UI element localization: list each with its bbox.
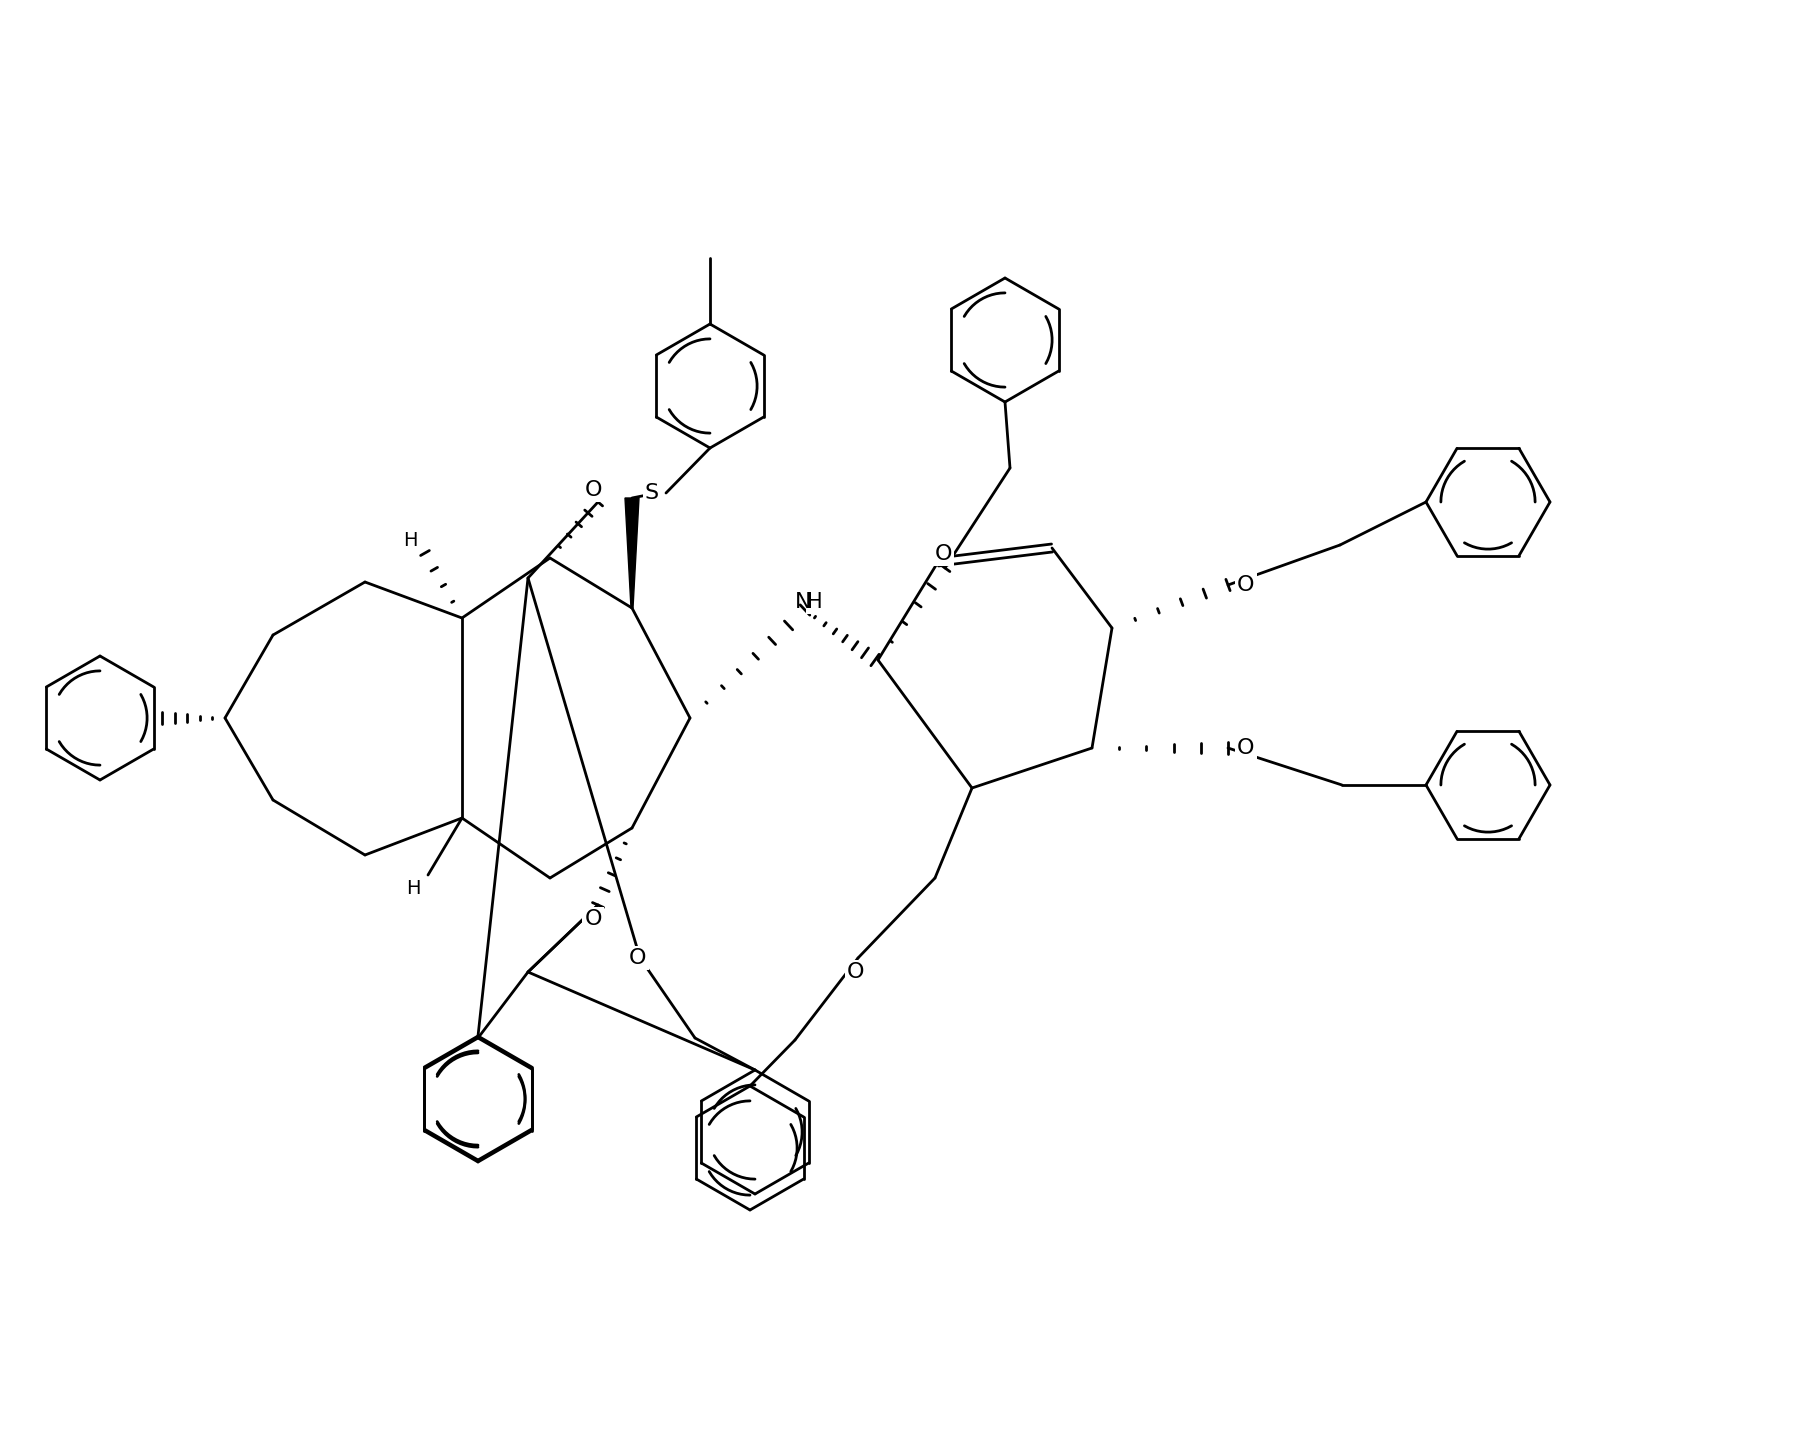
Text: O: O	[629, 948, 647, 968]
Text: O: O	[934, 543, 953, 564]
Text: O: O	[584, 480, 602, 500]
Text: H: H	[807, 592, 824, 612]
Text: O: O	[584, 909, 602, 929]
Text: H: H	[405, 879, 420, 899]
Text: S: S	[645, 483, 660, 503]
Text: O: O	[1238, 739, 1254, 759]
Polygon shape	[625, 498, 638, 608]
Text: O: O	[1238, 575, 1254, 595]
Text: O: O	[847, 962, 865, 982]
Text: N: N	[794, 592, 811, 612]
Text: H: H	[404, 532, 418, 551]
